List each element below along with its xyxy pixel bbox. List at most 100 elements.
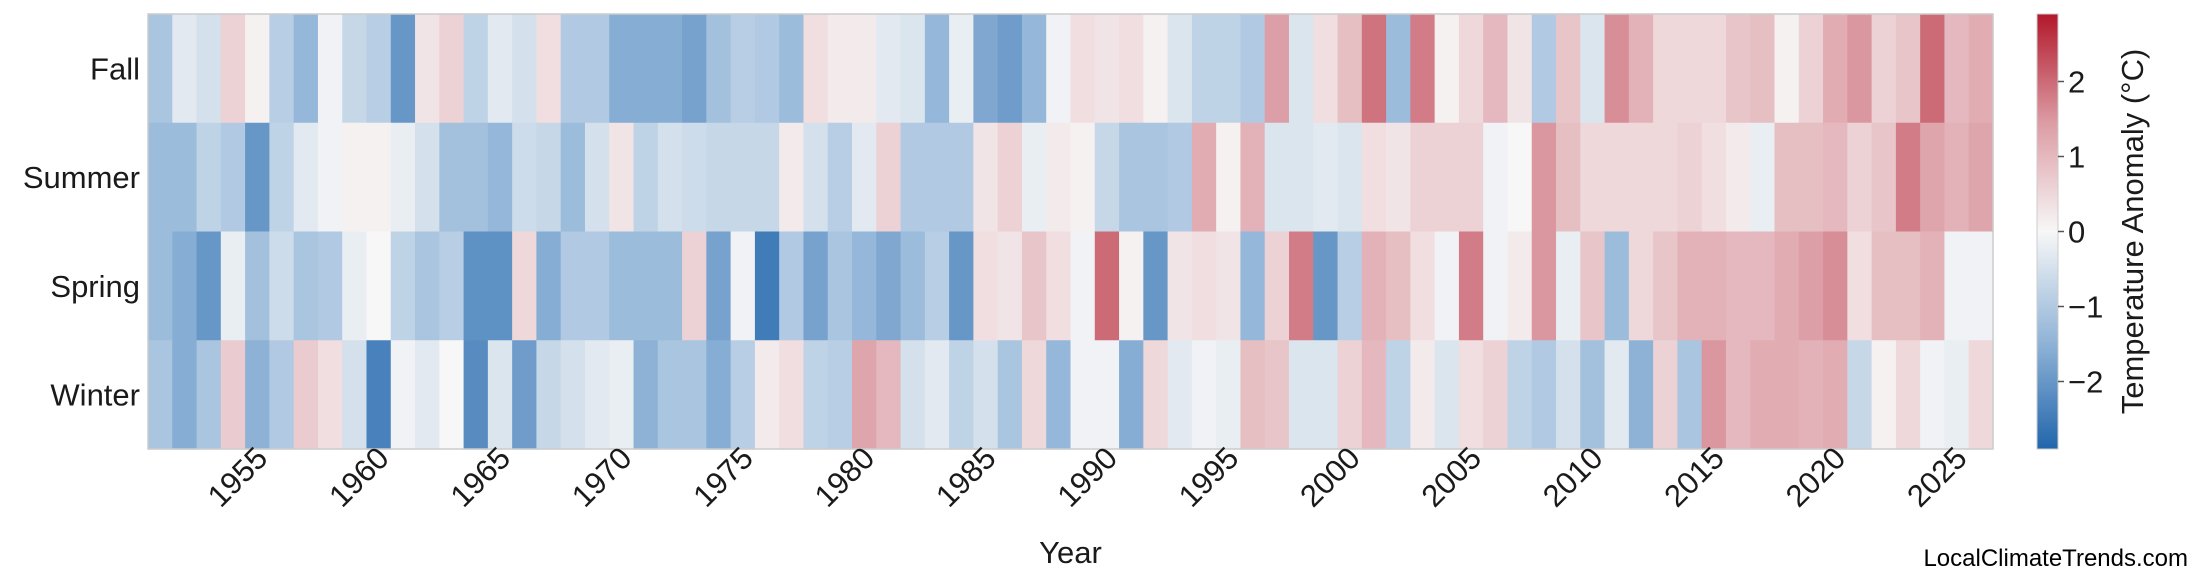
heatmap-cell xyxy=(1920,340,1946,450)
heatmap-cell xyxy=(269,122,295,233)
heatmap-cell xyxy=(1119,122,1144,233)
heatmap-cell xyxy=(1046,122,1072,233)
heatmap-cell xyxy=(1216,122,1242,233)
heatmap-cell xyxy=(1288,340,1314,450)
heatmap-cell xyxy=(148,122,173,233)
heatmap-cell xyxy=(1094,340,1120,450)
heatmap-cell xyxy=(1798,14,1824,124)
heatmap-cell xyxy=(1216,340,1242,450)
heatmap-cell xyxy=(1920,14,1946,124)
heatmap-cell xyxy=(1653,14,1679,124)
heatmap-cell xyxy=(949,340,974,450)
heatmap-cell xyxy=(536,122,562,233)
heatmap-cell xyxy=(1070,340,1096,450)
heatmap-cell xyxy=(1021,122,1047,233)
heatmap-cell xyxy=(1556,231,1581,341)
heatmap-cell xyxy=(827,122,853,233)
heatmap-cell xyxy=(1725,14,1751,124)
heatmap-cell xyxy=(415,122,440,233)
heatmap-cell xyxy=(1458,340,1484,450)
heatmap-cell xyxy=(1944,122,1970,233)
heatmap-cell xyxy=(1070,122,1096,233)
heatmap-cell xyxy=(1556,14,1581,124)
heatmap-cell xyxy=(973,340,999,450)
heatmap-cell xyxy=(633,231,659,341)
heatmap-cell xyxy=(487,340,513,450)
heatmap-cell xyxy=(1483,231,1509,341)
heatmap-cell xyxy=(560,14,586,124)
heatmap-cell xyxy=(1434,14,1460,124)
heatmap-cell xyxy=(1191,14,1217,124)
heatmap-cell xyxy=(463,14,489,124)
heatmap-cell xyxy=(1094,14,1120,124)
heatmap-cell xyxy=(1216,231,1242,341)
heatmap-cell xyxy=(220,14,246,124)
heatmap-cell xyxy=(1410,14,1436,124)
row-label: Summer xyxy=(23,160,140,195)
heatmap-cell xyxy=(876,14,902,124)
heatmap-cell xyxy=(1313,231,1339,341)
heatmap-cell xyxy=(1847,231,1873,341)
heatmap-cell xyxy=(1580,340,1606,450)
heatmap-cell xyxy=(997,14,1023,124)
heatmap-cell xyxy=(754,231,780,341)
heatmap-cell xyxy=(1944,231,1970,341)
heatmap-cell xyxy=(1531,340,1557,450)
heatmap-cell xyxy=(1701,14,1727,124)
heatmap-cell xyxy=(1677,231,1703,341)
heatmap-cell xyxy=(1167,122,1193,233)
heatmap-cell xyxy=(827,340,853,450)
heatmap-cell xyxy=(245,340,270,450)
heatmap-cell xyxy=(827,231,853,341)
heatmap-cell xyxy=(1774,231,1800,341)
x-tick-label: 2025 xyxy=(1900,440,1974,514)
heatmap-cell xyxy=(196,14,222,124)
heatmap-cell xyxy=(1968,122,1994,233)
heatmap-cell xyxy=(682,14,707,124)
heatmap-cell xyxy=(657,14,683,124)
heatmap-cell xyxy=(754,14,780,124)
x-tick-label: 2020 xyxy=(1779,440,1853,514)
heatmap-cell xyxy=(1750,14,1776,124)
heatmap-cell xyxy=(1604,231,1630,341)
heatmap-cell xyxy=(439,122,465,233)
heatmap-cell xyxy=(1143,231,1169,341)
heatmap-cell xyxy=(997,122,1023,233)
heatmap-cell xyxy=(1653,340,1679,450)
heatmap-cell xyxy=(609,340,635,450)
heatmap-cell xyxy=(754,122,780,233)
heatmap-cell xyxy=(633,14,659,124)
heatmap-cell xyxy=(342,14,368,124)
heatmap-cell xyxy=(366,231,392,341)
heatmap-cell xyxy=(949,122,974,233)
heatmap-cell xyxy=(1507,122,1533,233)
heatmap-cell xyxy=(1264,14,1290,124)
heatmap-cell xyxy=(706,14,732,124)
colorbar-tick-label: 2 xyxy=(2068,65,2085,100)
heatmap-cell xyxy=(1070,231,1096,341)
heatmap-cell xyxy=(657,231,683,341)
heatmap-cell xyxy=(803,122,829,233)
heatmap-cell xyxy=(706,340,732,450)
heatmap-cell xyxy=(220,122,246,233)
heatmap-cell xyxy=(1094,122,1120,233)
x-tick-label: 1970 xyxy=(565,440,639,514)
heatmap-cell xyxy=(1264,340,1290,450)
heatmap-cell xyxy=(997,231,1023,341)
x-tick-label: 1975 xyxy=(686,440,760,514)
plot-frame xyxy=(147,13,1994,450)
heatmap-cell xyxy=(1871,340,1897,450)
heatmap-cell xyxy=(196,231,222,341)
row-labels: Fall Summer Spring Winter xyxy=(23,51,140,412)
heatmap-cell xyxy=(1143,122,1169,233)
heatmap-cell xyxy=(293,122,319,233)
heatmap-cell xyxy=(609,231,635,341)
heatmap-cell xyxy=(949,14,974,124)
heatmap-cell xyxy=(317,14,343,124)
heatmap-cell xyxy=(1410,122,1436,233)
heatmap-cell xyxy=(1264,231,1290,341)
heatmap-cell xyxy=(1264,122,1290,233)
heatmap-cell xyxy=(293,340,319,450)
heatmap-cell xyxy=(342,122,368,233)
